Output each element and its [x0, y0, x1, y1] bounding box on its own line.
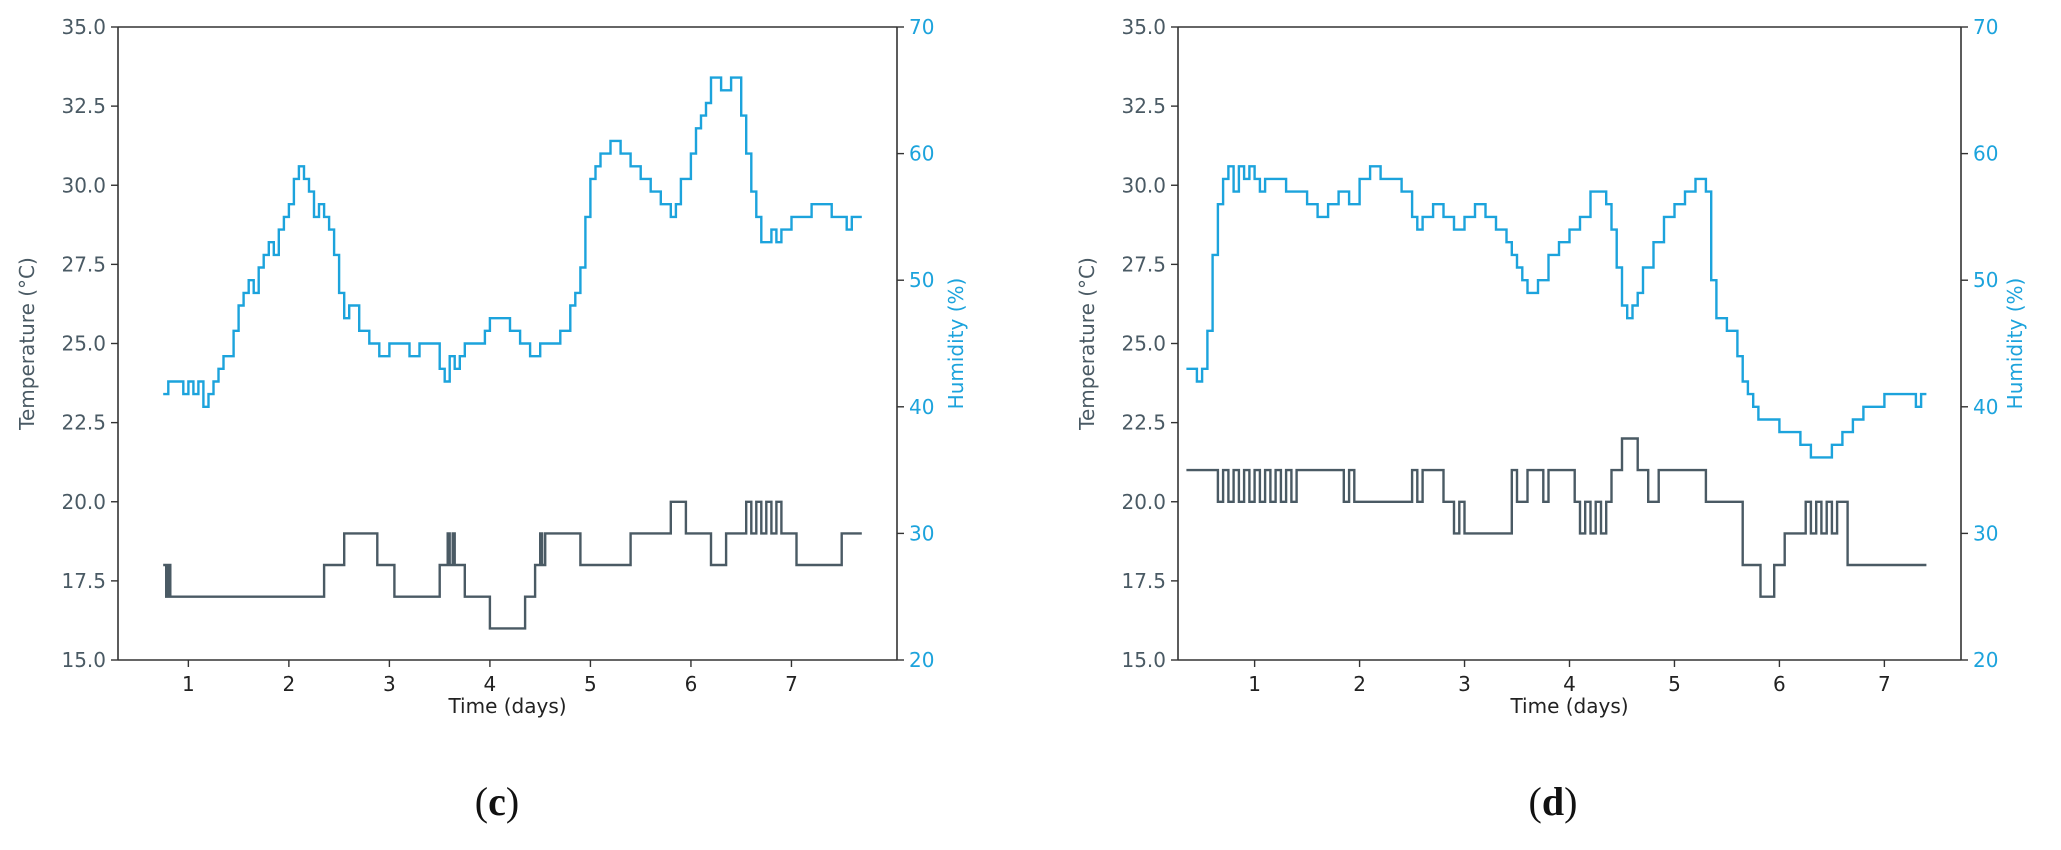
- left-tick-label: 22.5: [61, 411, 106, 435]
- right-tick-label: 40: [909, 395, 934, 419]
- x-tick-label: 2: [1353, 672, 1366, 696]
- left-tick-label: 22.5: [1121, 411, 1166, 435]
- x-tick-label: 4: [1563, 672, 1576, 696]
- left-tick-label: 32.5: [1121, 94, 1166, 118]
- x-tick-label: 4: [484, 672, 497, 696]
- x-tick-label: 6: [685, 672, 698, 696]
- x-tick-label: 5: [1668, 672, 1681, 696]
- right-tick-label: 50: [909, 268, 934, 292]
- humidity-series-line: [163, 76, 862, 408]
- right-tick-label: 20: [1973, 648, 1998, 672]
- x-tick-label: 7: [785, 672, 798, 696]
- x-axis-title: Time (days): [447, 694, 566, 718]
- left-tick-label: 20.0: [1121, 490, 1166, 514]
- left-axis-title: Temperature (°C): [15, 257, 39, 431]
- left-tick-label: 30.0: [1121, 173, 1166, 197]
- left-tick-label: 35.0: [1121, 15, 1166, 39]
- x-tick-label: 1: [182, 672, 195, 696]
- left-tick-label: 15.0: [61, 648, 106, 672]
- x-tick-label: 5: [584, 672, 597, 696]
- right-axis-title: Humidity (%): [2003, 278, 2027, 410]
- x-axis-title: Time (days): [1509, 694, 1628, 718]
- right-tick-label: 20: [909, 648, 934, 672]
- left-tick-label: 17.5: [1121, 569, 1166, 593]
- left-tick-label: 27.5: [61, 252, 106, 276]
- humidity-series-line: [1186, 165, 1927, 459]
- panel-label: (d): [1529, 779, 1578, 824]
- left-axis-title: Temperature (°C): [1075, 257, 1099, 431]
- left-tick-label: 35.0: [61, 15, 106, 39]
- temperature-series-line: [163, 500, 862, 630]
- temperature-series-line: [1186, 437, 1927, 598]
- left-tick-label: 32.5: [61, 94, 106, 118]
- panel-d: 15.0 17.5 20.0 22.5 25.0 27.5 30.0 32.5 35.0 20 30…: [1075, 15, 2027, 824]
- right-tick-label: 50: [1973, 268, 1998, 292]
- left-tick-label: 20.0: [61, 490, 106, 514]
- panel-c: 15.0 17.5 20.0 22.5 25.0 27.5 30.0 32.5 35.0 20 30…: [15, 15, 968, 824]
- right-tick-label: 70: [909, 15, 934, 39]
- left-tick-label: 25.0: [1121, 332, 1166, 356]
- right-tick-label: 60: [909, 142, 934, 166]
- right-tick-label: 30: [909, 521, 934, 545]
- x-tick-label: 2: [283, 672, 296, 696]
- x-tick-label: 3: [383, 672, 396, 696]
- left-tick-label: 27.5: [1121, 252, 1166, 276]
- right-tick-label: 40: [1973, 395, 1998, 419]
- left-tick-label: 17.5: [61, 569, 106, 593]
- panel-label: (c): [475, 779, 519, 824]
- left-tick-label: 25.0: [61, 332, 106, 356]
- right-tick-label: 30: [1973, 521, 1998, 545]
- x-tick-label: 6: [1773, 672, 1786, 696]
- x-tick-label: 1: [1248, 672, 1261, 696]
- x-tick-label: 7: [1878, 672, 1891, 696]
- left-tick-label: 15.0: [1121, 648, 1166, 672]
- left-tick-label: 30.0: [61, 173, 106, 197]
- right-tick-label: 60: [1973, 142, 1998, 166]
- x-tick-label: 3: [1458, 672, 1471, 696]
- right-axis-title: Humidity (%): [944, 278, 968, 410]
- right-tick-label: 70: [1973, 15, 1998, 39]
